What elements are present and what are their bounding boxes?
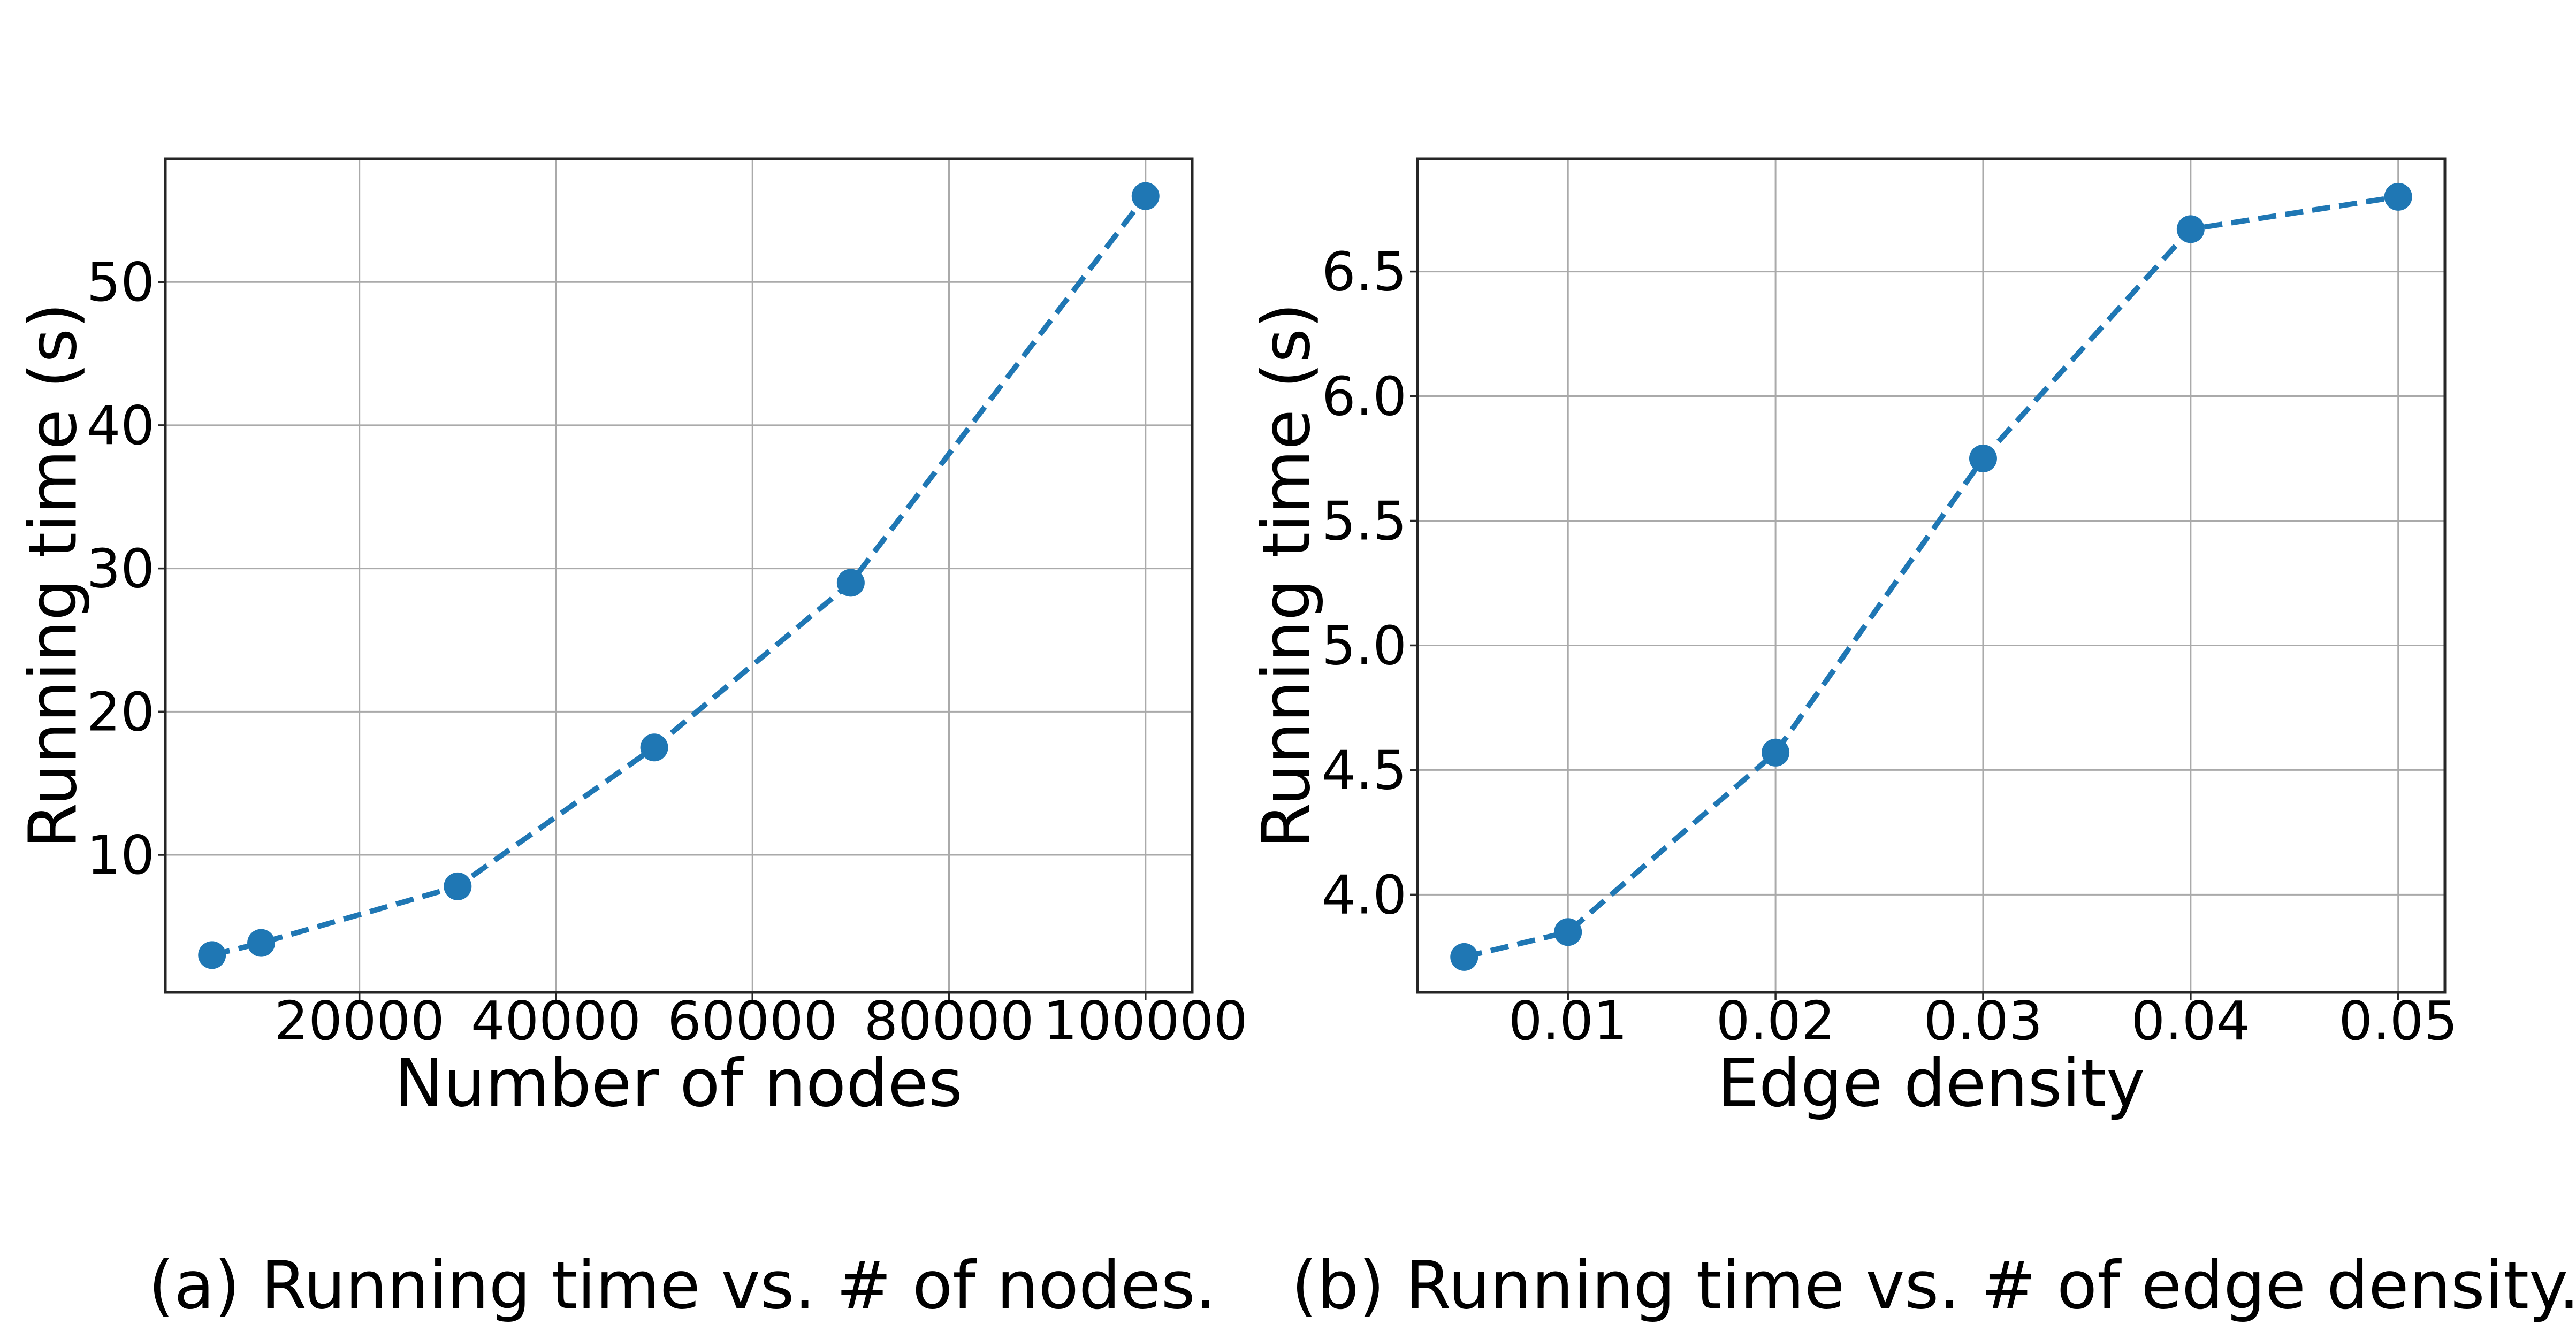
y-tick-label: 5.5 <box>1322 490 1407 553</box>
x-tick-label: 0.05 <box>2338 990 2458 1052</box>
x-axis-label-a: Number of nodes <box>394 1045 963 1122</box>
data-point-marker <box>444 872 472 900</box>
y-tick-label: 4.0 <box>1322 863 1407 926</box>
y-tick-label: 20 <box>87 680 155 743</box>
data-point-marker <box>640 733 668 762</box>
subplot-a: 20000 40000 60000 80000 100000 10 20 30 40 50 <box>87 157 1248 1052</box>
x-axis-label-b: Edge density <box>1717 1045 2145 1122</box>
data-point-marker <box>1554 918 1582 946</box>
data-point-marker <box>1969 445 1997 473</box>
y-tick-label: 10 <box>87 824 155 886</box>
y-axis-label-b: Running time (s) <box>1248 302 1325 849</box>
data-point-marker <box>1450 943 1478 971</box>
series-line <box>211 194 1148 958</box>
x-tick-label: 20000 <box>275 990 445 1052</box>
axes-spine-box <box>164 157 1194 994</box>
y-tick-label: 6.0 <box>1322 365 1407 428</box>
y-axis-label-a: Running time (s) <box>15 302 92 849</box>
y-tick-label: 5.0 <box>1322 614 1407 677</box>
data-point-marker <box>1131 182 1160 210</box>
data-point-marker <box>1762 738 1790 767</box>
data-point-marker <box>247 929 276 957</box>
y-tick-label: 30 <box>87 538 155 600</box>
data-point-marker <box>2176 215 2205 243</box>
y-tick-label: 50 <box>87 251 155 313</box>
y-tick-label: 6.5 <box>1322 241 1407 303</box>
axes-spine-box <box>1416 157 2447 994</box>
x-tick-label: 0.01 <box>1508 990 1628 1052</box>
caption-a: (a) Running time vs. # of nodes. <box>148 1248 1216 1324</box>
x-tick-label: 40000 <box>471 990 641 1052</box>
x-tick-label: 0.03 <box>1924 990 2043 1052</box>
x-tick-label: 60000 <box>667 990 837 1052</box>
series-line <box>1464 194 2399 960</box>
data-point-marker <box>836 569 865 597</box>
caption-b: (b) Running time vs. # of edge density. <box>1291 1248 2576 1324</box>
x-tick-label: 80000 <box>864 990 1034 1052</box>
y-tick-label: 40 <box>87 394 155 457</box>
x-tick-label: 100000 <box>1043 990 1248 1052</box>
data-point-marker <box>198 941 226 969</box>
data-point-marker <box>2384 182 2412 211</box>
x-tick-label: 0.02 <box>1716 990 1835 1052</box>
x-tick-label: 0.04 <box>2131 990 2251 1052</box>
y-tick-label: 4.5 <box>1322 739 1407 801</box>
subplot-b: 0.01 0.02 0.03 0.04 0.05 4.0 4.5 5.0 5.5 6.0 6.5 <box>1322 157 2458 1052</box>
